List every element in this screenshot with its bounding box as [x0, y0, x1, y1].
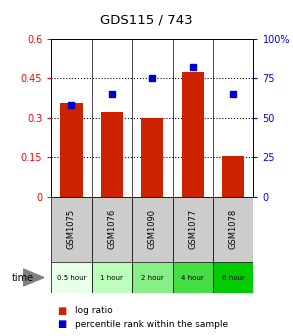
- Text: percentile rank within the sample: percentile rank within the sample: [75, 320, 228, 329]
- Bar: [173, 197, 213, 262]
- Point: [231, 91, 236, 97]
- Bar: [173, 262, 213, 293]
- Bar: [182, 72, 204, 197]
- Bar: [213, 262, 253, 293]
- Text: ■: ■: [57, 306, 67, 316]
- Point: [190, 65, 195, 70]
- Text: GSM1076: GSM1076: [108, 209, 116, 249]
- Text: GDS115 / 743: GDS115 / 743: [100, 13, 193, 27]
- Text: 6 hour: 6 hour: [222, 275, 245, 281]
- Bar: [101, 112, 123, 197]
- Bar: [141, 118, 163, 197]
- Text: GSM1090: GSM1090: [148, 209, 157, 249]
- Point: [69, 102, 74, 108]
- Point: [150, 76, 155, 81]
- Text: GSM1077: GSM1077: [188, 209, 197, 249]
- Text: time: time: [12, 272, 34, 283]
- Point: [110, 91, 114, 97]
- Text: log ratio: log ratio: [75, 306, 113, 315]
- Bar: [92, 262, 132, 293]
- Text: ■: ■: [57, 319, 67, 329]
- Bar: [132, 262, 173, 293]
- Bar: [51, 262, 92, 293]
- Text: 4 hour: 4 hour: [181, 275, 204, 281]
- Bar: [51, 197, 92, 262]
- Bar: [92, 197, 132, 262]
- Text: GSM1078: GSM1078: [229, 209, 238, 249]
- Bar: [60, 103, 83, 197]
- Text: 1 hour: 1 hour: [100, 275, 123, 281]
- Polygon shape: [23, 269, 44, 286]
- Text: 2 hour: 2 hour: [141, 275, 164, 281]
- Bar: [132, 197, 173, 262]
- Bar: [222, 156, 244, 197]
- Text: 0.5 hour: 0.5 hour: [57, 275, 86, 281]
- Bar: [213, 197, 253, 262]
- Text: GSM1075: GSM1075: [67, 209, 76, 249]
